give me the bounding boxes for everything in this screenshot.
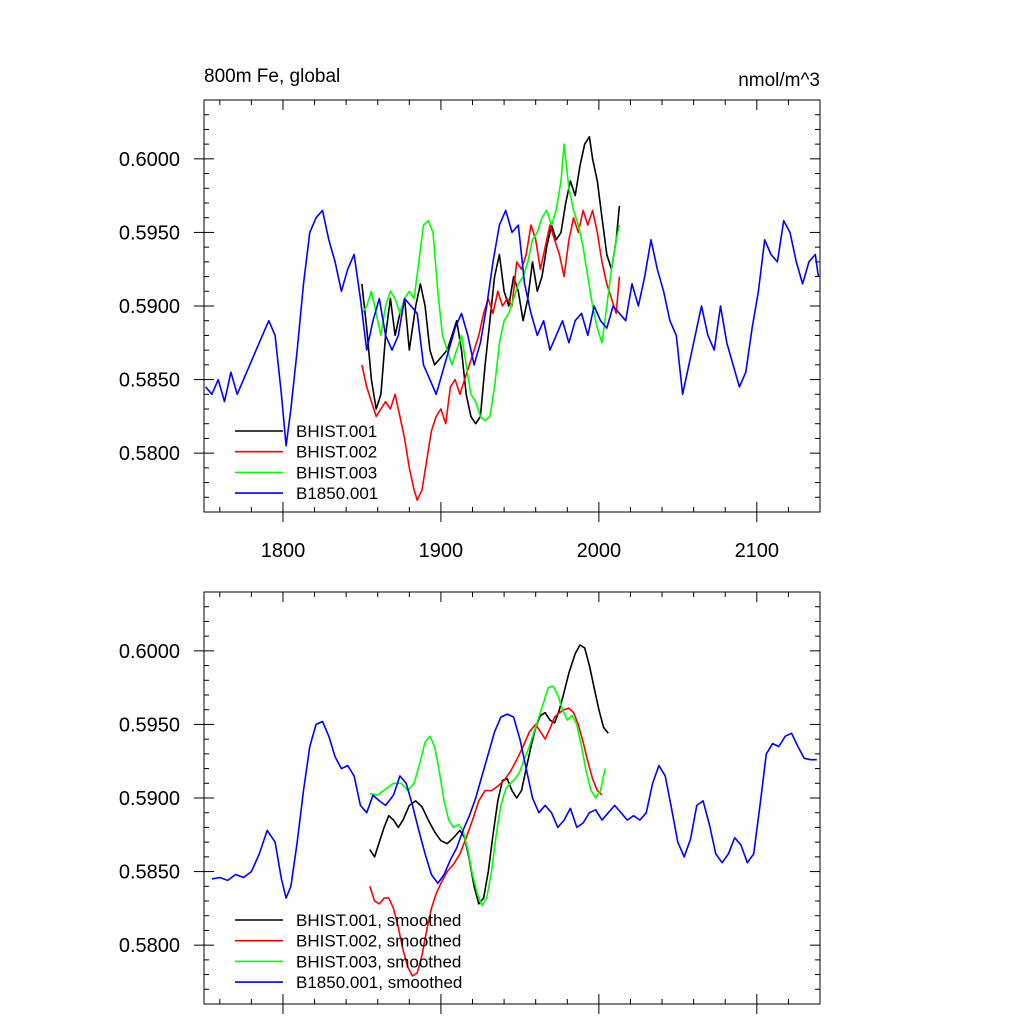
y-tick-label: 0.6000 bbox=[119, 149, 180, 171]
legend-label: B1850.001 bbox=[296, 484, 378, 503]
series-line-bhist-002 bbox=[361, 209, 621, 501]
units-label: nmol/m^3 bbox=[738, 70, 820, 91]
legend-label: BHIST.003 bbox=[296, 463, 377, 482]
chart-panel-2: 0.5800 0.5850 0.5900 0.5950 0.6000 BHIST.001,… bbox=[119, 591, 821, 1014]
series-line-bhist-001-smoothed bbox=[369, 644, 609, 905]
x-tick-label: 2100 bbox=[735, 540, 780, 562]
y-tick-label: 0.6000 bbox=[119, 641, 180, 663]
series-line-bhist-002-smoothed bbox=[369, 707, 603, 977]
series-line-b1850-001-smoothed bbox=[211, 713, 817, 899]
y-tick-label: 0.5850 bbox=[119, 370, 180, 392]
y-tick-label: 0.5950 bbox=[119, 714, 180, 736]
legend-label: B1850.001, smoothed bbox=[296, 973, 462, 992]
legend-label: BHIST.001, smoothed bbox=[296, 911, 461, 930]
y-tick-label: 0.5900 bbox=[119, 788, 180, 810]
series-line-b1850-001 bbox=[204, 209, 820, 447]
series-line-bhist-003 bbox=[361, 143, 621, 422]
legend-label: BHIST.001 bbox=[296, 422, 377, 441]
chart-panel-1: 1800 1900 2000 2100 0.5800 0.5850 0.5900 0.5950… bbox=[119, 66, 821, 562]
legend-label: BHIST.002, smoothed bbox=[296, 932, 461, 951]
legend-label: BHIST.002 bbox=[296, 443, 377, 462]
x-tick-label: 1900 bbox=[419, 540, 464, 562]
series-line-bhist-003-smoothed bbox=[369, 685, 606, 907]
y-tick-label: 0.5800 bbox=[119, 443, 180, 465]
legend-label: BHIST.003, smoothed bbox=[296, 952, 461, 971]
y-tick-label: 0.5800 bbox=[119, 935, 180, 957]
x-tick-label: 2000 bbox=[577, 540, 622, 562]
chart-title: 800m Fe, global bbox=[204, 66, 340, 87]
x-tick-label: 1800 bbox=[261, 540, 306, 562]
y-tick-label: 0.5900 bbox=[119, 296, 180, 318]
y-tick-label: 0.5850 bbox=[119, 862, 180, 884]
y-tick-label: 0.5950 bbox=[119, 222, 180, 244]
